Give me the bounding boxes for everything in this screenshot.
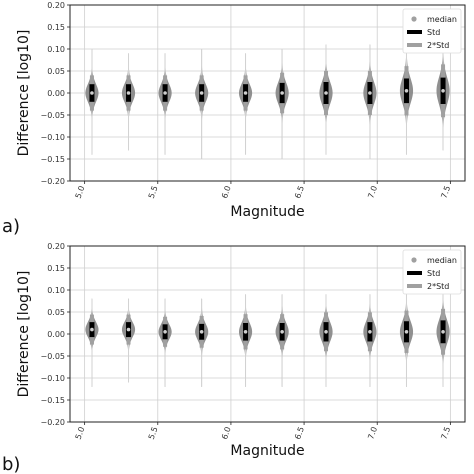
- median-point: [243, 330, 248, 334]
- x-tick-label: 6.0: [220, 185, 233, 200]
- x-tick-label: 7.0: [366, 185, 379, 200]
- y-axis-label: Difference [log10]: [16, 30, 32, 157]
- median-point: [441, 330, 445, 334]
- x-tick-label: 5.0: [74, 185, 87, 200]
- median-point: [199, 330, 204, 334]
- median-point: [324, 330, 328, 334]
- legend-label: median: [427, 15, 457, 24]
- panel-label: b): [2, 454, 20, 474]
- median-point: [368, 330, 372, 334]
- median-point: [368, 91, 372, 95]
- median-point: [163, 330, 167, 334]
- y-tick-label: 0.10: [47, 45, 65, 54]
- y-tick-label: −0.15: [40, 155, 65, 164]
- median-point: [441, 89, 445, 93]
- legend-marker-two-std: [407, 43, 422, 47]
- legend-label: Std: [427, 28, 440, 37]
- y-axis-label: Difference [log10]: [16, 271, 32, 398]
- panel-a: 0.20 0.15 0.10 0.05 0.00 −0.05 −0.10 −0.15 −0.20…: [2, 1, 466, 237]
- median-point: [280, 330, 284, 334]
- x-tick-label: 7.0: [366, 426, 379, 441]
- y-tick-label: 0.00: [47, 330, 65, 339]
- x-tick-label: 7.5: [439, 426, 452, 441]
- y-tick-label: −0.20: [40, 418, 65, 427]
- median-point: [90, 91, 94, 95]
- x-axis-label: Magnitude: [230, 204, 304, 220]
- legend-label: 2*Std: [427, 282, 449, 291]
- x-tick-label: 5.5: [147, 426, 160, 441]
- median-point: [126, 327, 131, 332]
- legend-marker-std: [407, 30, 422, 34]
- legend-box: [402, 249, 462, 295]
- median-point: [404, 330, 409, 334]
- y-tick-label: 0.00: [47, 89, 65, 98]
- median-point: [243, 91, 248, 95]
- y-tick-label: −0.20: [40, 177, 65, 186]
- median-point: [199, 91, 204, 95]
- median-point: [280, 91, 284, 95]
- legend-marker-median: [411, 257, 417, 263]
- panel-b: 0.20 0.15 0.10 0.05 0.00 −0.05 −0.10 −0.15 −0.20…: [2, 242, 466, 474]
- x-tick-label: 5.5: [147, 185, 160, 200]
- y-tick-label: −0.15: [40, 396, 65, 405]
- median-point: [163, 91, 167, 95]
- legend-label: 2*Std: [427, 41, 449, 50]
- legend-label: Std: [427, 269, 440, 278]
- y-tick-label: −0.10: [40, 374, 65, 383]
- y-tick-label: 0.15: [47, 23, 65, 32]
- y-tick-label: −0.10: [40, 133, 65, 142]
- x-tick-label: 6.5: [293, 185, 306, 200]
- y-tick-label: 0.10: [47, 286, 65, 295]
- median-point: [126, 91, 131, 95]
- x-tick-label: 5.0: [74, 426, 87, 441]
- legend-marker-median: [411, 16, 417, 22]
- y-tick-label: 0.05: [47, 67, 65, 76]
- x-tick-label: 6.5: [293, 426, 306, 441]
- y-tick-label: 0.05: [47, 308, 65, 317]
- y-tick-label: 0.20: [47, 1, 65, 10]
- median-point: [90, 327, 94, 332]
- legend-marker-std: [407, 271, 422, 275]
- legend-box: [402, 8, 462, 54]
- legend-marker-two-std: [407, 284, 422, 288]
- y-tick-label: 0.20: [47, 242, 65, 251]
- x-tick-label: 6.0: [220, 426, 233, 441]
- y-tick-label: −0.05: [40, 352, 65, 361]
- x-tick-label: 7.5: [439, 185, 452, 200]
- x-axis-label: Magnitude: [230, 443, 304, 459]
- y-tick-label: 0.15: [47, 264, 65, 273]
- y-tick-label: −0.05: [40, 111, 65, 120]
- panel-label: a): [2, 216, 20, 237]
- legend-label: median: [427, 256, 457, 265]
- median-point: [404, 89, 409, 93]
- median-point: [324, 91, 328, 95]
